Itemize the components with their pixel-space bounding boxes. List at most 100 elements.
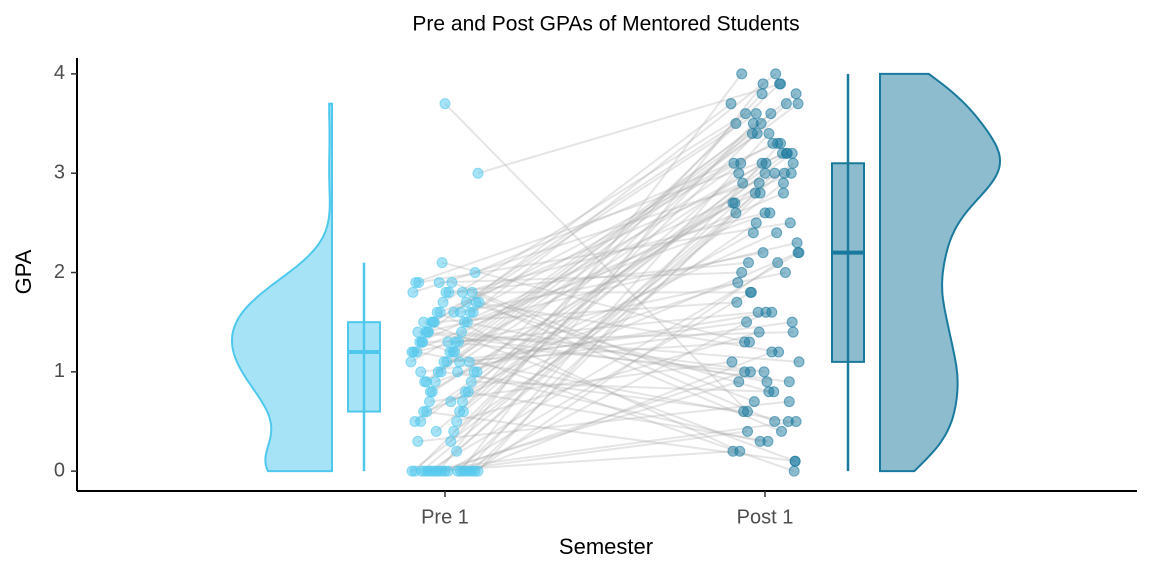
- point: [772, 257, 784, 269]
- point: [472, 465, 484, 477]
- pair-line: [435, 380, 740, 473]
- point: [756, 88, 768, 100]
- point: [451, 445, 463, 457]
- pair-line: [447, 341, 751, 373]
- point: [451, 415, 463, 427]
- pair-line: [467, 112, 772, 393]
- point: [758, 366, 770, 378]
- point: [437, 296, 449, 308]
- point: [789, 455, 801, 467]
- pair-line: [450, 231, 754, 403]
- point: [777, 177, 789, 189]
- pair-line: [410, 152, 783, 363]
- point: [757, 78, 769, 90]
- point: [467, 306, 479, 318]
- point: [732, 276, 744, 288]
- point: [442, 336, 454, 348]
- pair-line: [423, 321, 796, 463]
- point: [454, 356, 466, 368]
- pair-line: [455, 311, 759, 344]
- pair-lines: [410, 73, 800, 473]
- point: [777, 187, 789, 199]
- pair-line: [420, 321, 793, 373]
- pair-line: [468, 351, 773, 473]
- point: [757, 247, 769, 259]
- point: [763, 386, 775, 398]
- point: [780, 98, 792, 110]
- y-tick-label: 0: [54, 459, 65, 481]
- point: [441, 356, 453, 368]
- point: [741, 316, 753, 328]
- pair-line: [432, 212, 737, 472]
- point: [466, 286, 478, 298]
- point: [728, 157, 740, 169]
- pair-line: [461, 172, 766, 403]
- point: [434, 306, 446, 318]
- point: [755, 118, 767, 130]
- point: [453, 336, 465, 348]
- pair-line: [431, 202, 736, 393]
- pair-line: [444, 430, 748, 473]
- point: [435, 366, 447, 378]
- pair-line: [434, 281, 739, 383]
- point: [415, 366, 427, 378]
- pair-line: [436, 311, 741, 453]
- point: [783, 376, 795, 388]
- point: [430, 425, 442, 437]
- point: [788, 465, 800, 477]
- y-axis-label: GPA: [11, 249, 36, 294]
- point: [462, 386, 474, 398]
- point: [744, 366, 756, 378]
- point: [460, 296, 472, 308]
- point: [770, 68, 782, 80]
- x-tick-label: Pre 1: [421, 506, 469, 528]
- point: [742, 425, 754, 437]
- pair-line: [447, 291, 751, 472]
- point: [786, 316, 798, 328]
- point: [472, 167, 484, 179]
- pair-line: [417, 400, 790, 443]
- point: [407, 286, 419, 298]
- density: [231, 102, 333, 473]
- box: [831, 162, 865, 363]
- point: [761, 376, 773, 388]
- y-tick-label: 3: [54, 161, 65, 183]
- pair-line: [456, 331, 760, 423]
- pair-line: [420, 152, 793, 423]
- point: [413, 276, 425, 288]
- point: [776, 425, 788, 437]
- pair-line: [450, 122, 755, 443]
- pair-line: [455, 182, 760, 453]
- point: [445, 396, 457, 408]
- point: [754, 435, 766, 447]
- point: [461, 316, 473, 328]
- point: [446, 276, 458, 288]
- point: [736, 267, 748, 279]
- point: [769, 415, 781, 427]
- point: [733, 376, 745, 388]
- point: [406, 346, 418, 358]
- point: [778, 167, 790, 179]
- point: [421, 376, 433, 388]
- pair-line: [477, 142, 782, 472]
- point: [443, 286, 455, 298]
- point: [763, 127, 775, 139]
- chart-title: Pre and Post GPAs of Mentored Students: [412, 13, 799, 36]
- point: [759, 167, 771, 179]
- point: [449, 346, 461, 358]
- point: [750, 217, 762, 229]
- pair-line: [476, 83, 781, 373]
- point: [742, 257, 754, 269]
- point: [787, 326, 799, 338]
- point: [752, 306, 764, 318]
- point: [745, 286, 757, 298]
- pair-line: [435, 172, 740, 433]
- pair-line: [438, 73, 743, 472]
- point: [409, 465, 421, 477]
- pair-line: [469, 311, 772, 363]
- pair-line: [474, 142, 779, 274]
- point: [779, 267, 791, 279]
- pair-line: [444, 102, 749, 413]
- pair-line: [430, 162, 735, 324]
